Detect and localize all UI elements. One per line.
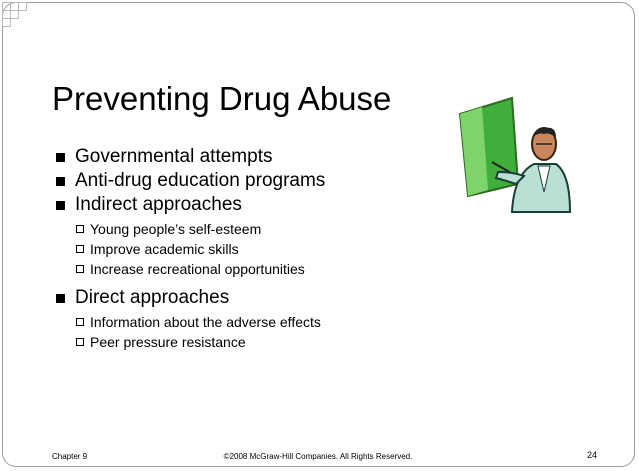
- bullet-marker: [76, 245, 84, 253]
- sub-bullet: Improve academic skills: [90, 241, 239, 257]
- bullet-marker: [76, 318, 84, 326]
- bullet-marker: [76, 338, 84, 346]
- sub-bullet: Peer pressure resistance: [90, 334, 246, 350]
- sub-bullet: Young people’s self-esteem: [90, 221, 261, 237]
- bullet: Indirect approaches: [75, 194, 242, 216]
- bullet-text: Indirect approaches: [75, 194, 242, 215]
- bullet-text: Improve academic skills: [90, 241, 239, 257]
- bullet-marker: [76, 265, 84, 273]
- bullet-text: Anti-drug education programs: [75, 170, 325, 191]
- bullet: Anti-drug education programs: [75, 170, 325, 192]
- bullet: Governmental attempts: [75, 146, 272, 168]
- teacher-clipart: [452, 92, 572, 217]
- footer-chapter: Chapter 9: [52, 452, 87, 461]
- bullet-marker: [56, 177, 65, 186]
- sub-bullet: Increase recreational opportunities: [90, 261, 305, 277]
- slide: Preventing Drug Abuse Governmental attem…: [0, 0, 639, 471]
- bullet-text: Governmental attempts: [75, 146, 272, 167]
- footer-page-number: 24: [587, 450, 597, 460]
- slide-title: Preventing Drug Abuse: [52, 80, 391, 118]
- footer-copyright: ©2008 McGraw-Hill Companies. All Rights …: [224, 452, 413, 461]
- bullet-marker: [56, 294, 65, 303]
- bullet-text: Peer pressure resistance: [90, 334, 246, 350]
- bullet-text: Young people’s self-esteem: [90, 221, 261, 237]
- bullet-text: Information about the adverse effects: [90, 314, 321, 330]
- bullet-marker: [76, 225, 84, 233]
- bullet-text: Increase recreational opportunities: [90, 261, 305, 277]
- bullet-marker: [56, 201, 65, 210]
- bullet-text: Direct approaches: [75, 287, 229, 308]
- corner-grid: [0, 0, 32, 32]
- sub-bullet: Information about the adverse effects: [90, 314, 321, 330]
- bullet-marker: [56, 153, 65, 162]
- bullet: Direct approaches: [75, 287, 229, 309]
